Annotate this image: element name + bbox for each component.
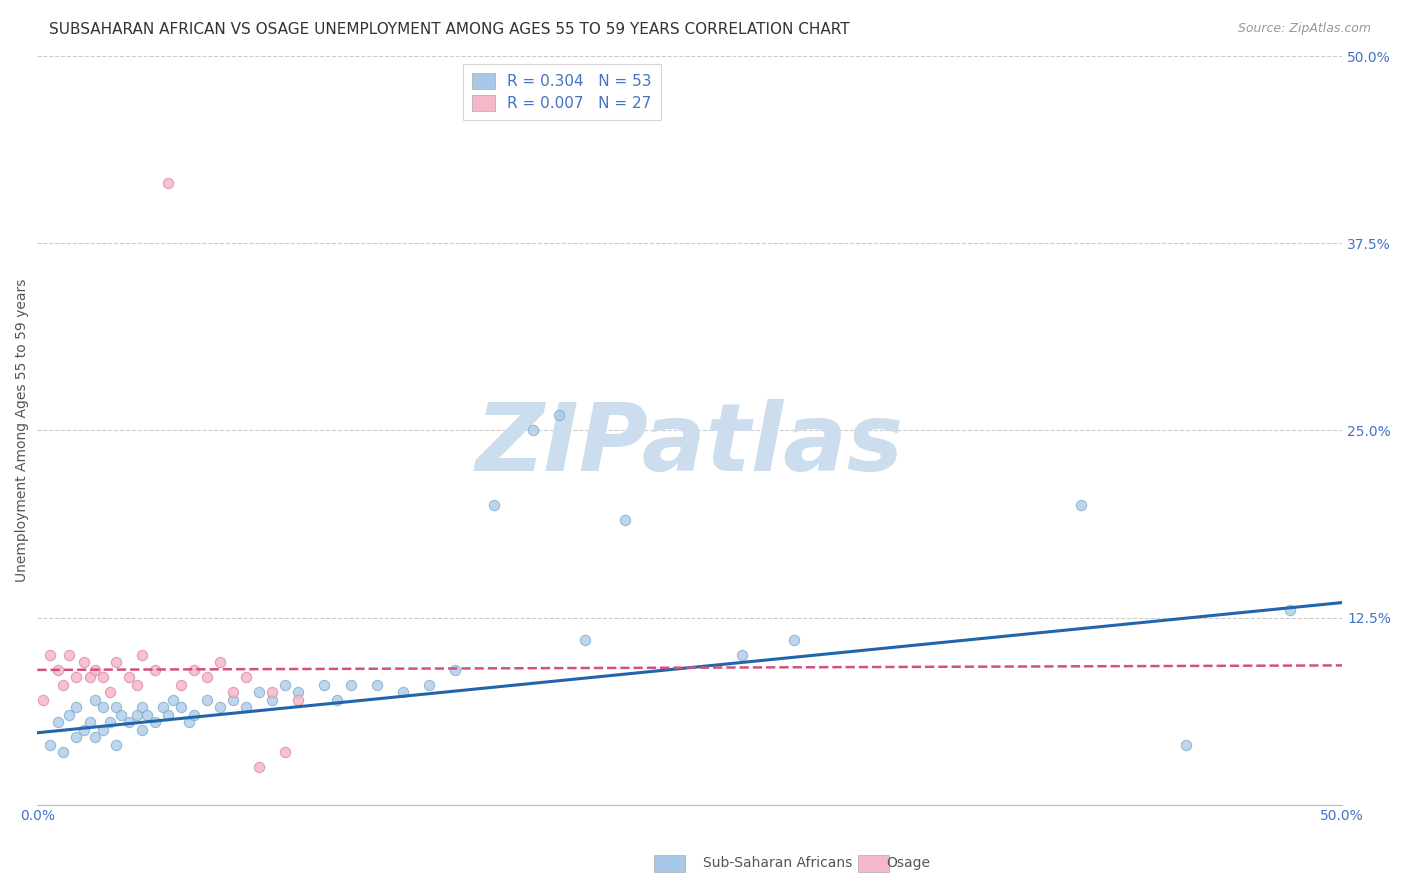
Point (156, 177, 179, 191)
Point (208, 656, 231, 670)
Text: Source: ZipAtlas.com: Source: ZipAtlas.com (1237, 22, 1371, 36)
Point (1174, 738, 1197, 752)
Point (31, 693, 53, 707)
Point (287, 693, 309, 707)
Point (104, 700, 127, 714)
Text: Osage: Osage (886, 856, 929, 871)
Point (125, 707, 148, 722)
Point (482, 498, 505, 512)
Point (548, 409, 571, 423)
Point (91, 700, 114, 714)
Point (183, 663, 205, 677)
Point (65, 731, 87, 745)
Point (177, 715, 200, 730)
Point (366, 678, 388, 692)
Point (418, 678, 440, 692)
Point (73, 656, 96, 670)
Point (46, 663, 69, 677)
Point (131, 723, 153, 737)
Point (83, 731, 105, 745)
Point (262, 693, 284, 707)
Point (222, 685, 245, 699)
Point (287, 685, 309, 699)
Point (125, 678, 148, 692)
Point (65, 670, 87, 684)
Point (100, 685, 122, 699)
Point (39, 738, 62, 752)
Point (208, 700, 231, 714)
Point (326, 693, 349, 707)
Point (444, 663, 467, 677)
Point (91, 670, 114, 684)
Point (314, 678, 336, 692)
Point (235, 670, 257, 684)
Point (65, 700, 87, 714)
Point (46, 715, 69, 730)
Point (104, 656, 127, 670)
Point (52, 745, 75, 759)
Point (783, 632, 806, 647)
Point (131, 700, 153, 714)
Text: SUBSAHARAN AFRICAN VS OSAGE UNEMPLOYMENT AMONG AGES 55 TO 59 YEARS CORRELATION C: SUBSAHARAN AFRICAN VS OSAGE UNEMPLOYMENT… (49, 22, 849, 37)
Point (118, 715, 141, 730)
Point (91, 723, 114, 737)
Point (104, 738, 127, 752)
Point (391, 685, 413, 699)
Point (339, 678, 361, 692)
Point (136, 707, 159, 722)
Point (58, 648, 80, 662)
Point (613, 513, 636, 527)
Legend: R = 0.304   N = 53, R = 0.007   N = 27: R = 0.304 N = 53, R = 0.007 N = 27 (463, 64, 661, 120)
Point (39, 648, 62, 662)
Point (195, 693, 218, 707)
Point (143, 663, 166, 677)
Point (118, 670, 141, 684)
Point (131, 648, 153, 662)
Point (83, 663, 105, 677)
Point (79, 715, 101, 730)
Point (235, 700, 257, 714)
Point (574, 632, 596, 647)
Point (170, 678, 193, 692)
Point (152, 700, 174, 714)
Point (1279, 603, 1302, 617)
Point (58, 707, 80, 722)
Point (222, 693, 245, 707)
Point (274, 678, 297, 692)
Point (247, 760, 270, 774)
Point (162, 693, 184, 707)
Point (522, 424, 544, 438)
Y-axis label: Unemployment Among Ages 55 to 59 years: Unemployment Among Ages 55 to 59 years (15, 278, 30, 582)
Text: ZIPatlas: ZIPatlas (475, 400, 904, 491)
Point (100, 715, 122, 730)
Point (79, 670, 101, 684)
Point (195, 670, 218, 684)
Point (52, 678, 75, 692)
Point (1070, 498, 1092, 512)
Point (73, 723, 96, 737)
Point (110, 707, 132, 722)
Point (170, 700, 193, 714)
Point (731, 648, 754, 662)
Point (274, 745, 297, 759)
Point (183, 707, 205, 722)
Point (262, 685, 284, 699)
Point (83, 693, 105, 707)
Point (247, 685, 270, 699)
Text: Sub-Saharan Africans: Sub-Saharan Africans (703, 856, 852, 871)
Point (143, 715, 166, 730)
Point (156, 707, 179, 722)
